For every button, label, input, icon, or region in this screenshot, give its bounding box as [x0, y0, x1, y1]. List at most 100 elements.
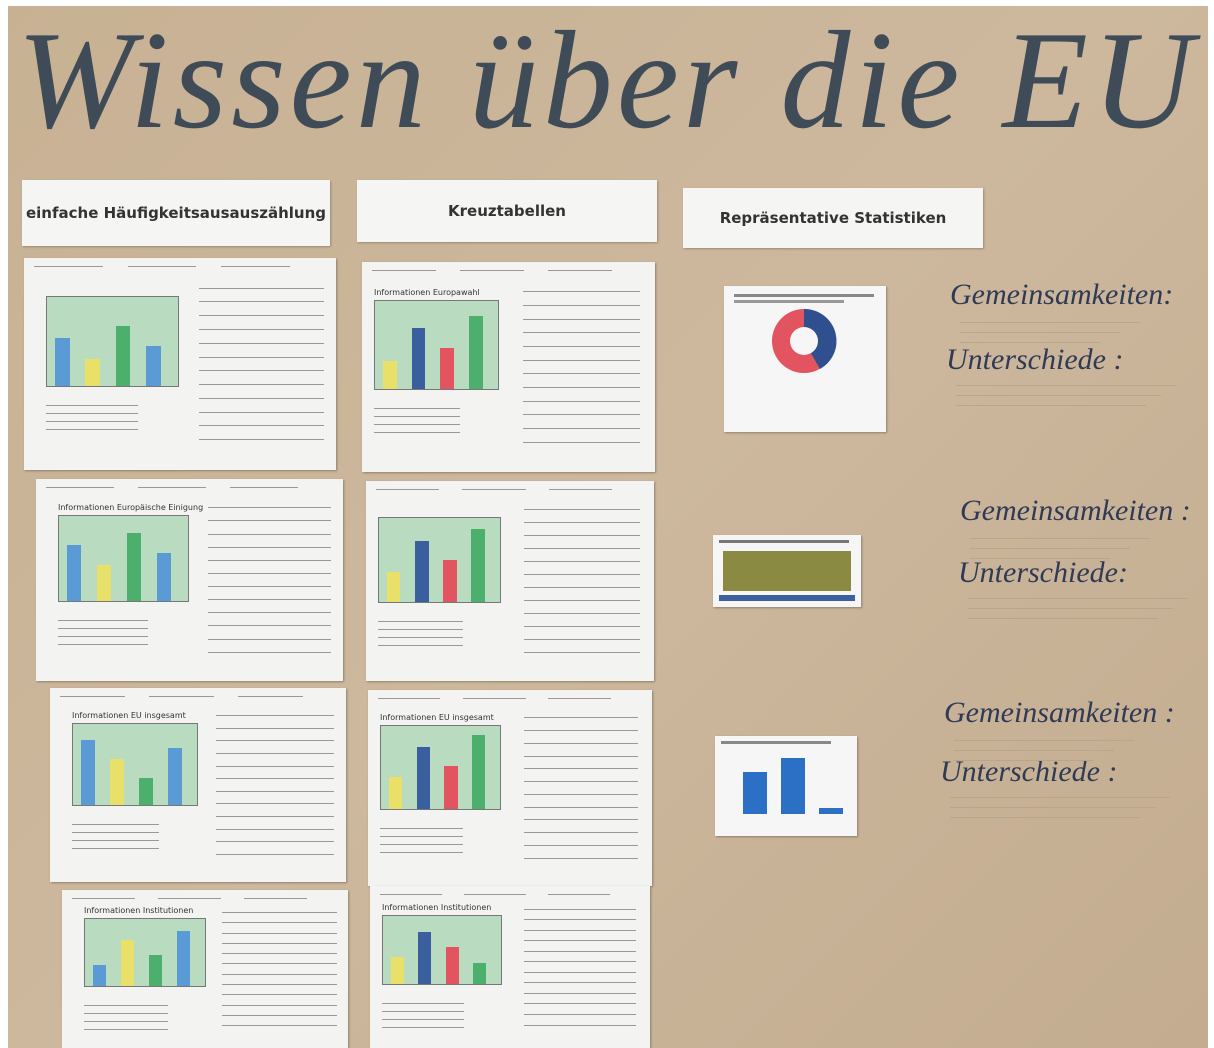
sheet: Informationen Europäische Einigung [36, 479, 343, 681]
table-line [378, 637, 463, 638]
table-line [84, 1013, 168, 1014]
sheet-chart [382, 915, 502, 985]
bar-graphic [418, 932, 431, 984]
scribble [968, 618, 1158, 619]
header-line [378, 698, 440, 699]
pie-graphic [724, 286, 886, 432]
handwriting-line [222, 963, 336, 964]
sheet: Informationen Institutionen [370, 886, 650, 1048]
header-line [72, 898, 135, 899]
handwriting-line [208, 652, 331, 653]
bar-graphic [389, 777, 402, 808]
handwriting-line [524, 781, 638, 782]
handwriting-line [524, 717, 638, 718]
handwriting-line [523, 332, 640, 333]
note-similarities: Gemeinsamkeiten: [950, 278, 1173, 312]
bar-graphic [97, 565, 111, 601]
handwriting-line [208, 599, 331, 600]
bar-graphic [446, 947, 459, 984]
handwriting-line [523, 291, 640, 292]
handwriting-line [523, 319, 640, 320]
handwriting-line [216, 715, 334, 716]
column-header: Kreuztabellen [357, 180, 657, 242]
note-differences: Unterschiede : [946, 343, 1123, 377]
bar-graphic [391, 957, 404, 984]
bar-graphic [472, 735, 485, 808]
bar-graphic [383, 361, 397, 389]
handwriting-line [524, 509, 639, 510]
note-similarities: Gemeinsamkeiten : [960, 494, 1191, 528]
scribble [950, 817, 1140, 818]
scribble [954, 760, 1094, 761]
handwriting-line [523, 414, 640, 415]
handwriting-line [523, 401, 640, 402]
handwriting-line [222, 1005, 336, 1006]
table-line [72, 824, 159, 825]
handwriting-line [199, 288, 324, 289]
table-line [58, 628, 148, 629]
bar-graphic [146, 346, 161, 386]
handwriting-line [524, 652, 639, 653]
handwriting-line [222, 1025, 336, 1026]
handwriting-line [524, 940, 636, 941]
bar-graphic [110, 759, 124, 805]
handwriting-line [523, 428, 640, 429]
sheet-title: Informationen Institutionen [84, 906, 193, 915]
handwriting-line [222, 953, 336, 954]
stat-card [724, 286, 886, 432]
header-line [460, 270, 524, 271]
handwriting-line [216, 728, 334, 729]
header-line [128, 266, 197, 267]
handwriting-line [523, 305, 640, 306]
handwriting-line [222, 974, 336, 975]
handwriting-line [208, 520, 331, 521]
stat-card [713, 535, 861, 607]
table-line [380, 844, 463, 845]
scribble [968, 608, 1173, 609]
handwriting-line [524, 832, 638, 833]
sheet-chart [374, 300, 499, 390]
table-line [378, 621, 463, 622]
handwriting-line [222, 933, 336, 934]
scribble [960, 342, 1100, 343]
scribble [968, 598, 1188, 599]
handwriting-line [208, 625, 331, 626]
handwriting-line [524, 587, 639, 588]
bar-graphic [415, 541, 428, 602]
handwriting-line [208, 507, 331, 508]
handwriting-line [524, 993, 636, 994]
handwriting-line [222, 912, 336, 913]
handwriting-line [199, 301, 324, 302]
table-line [58, 636, 148, 637]
handwriting-line [216, 753, 334, 754]
scribble [960, 332, 1120, 333]
table-line [46, 421, 138, 422]
bar-graphic [417, 747, 430, 809]
note-similarities: Gemeinsamkeiten : [944, 696, 1175, 730]
header-line [462, 489, 525, 490]
bar-graphic [412, 328, 426, 389]
bar-graphic [81, 740, 95, 805]
handwriting-line [524, 858, 638, 859]
handwriting-line [216, 803, 334, 804]
table-line [382, 1027, 464, 1028]
table-line [84, 1005, 168, 1006]
header-line [149, 696, 214, 697]
poster-title: Wissen über die EU [0, 0, 1214, 161]
handwriting-line [524, 535, 639, 536]
handwriting-line [523, 346, 640, 347]
handwriting-line [208, 639, 331, 640]
bar-graphic [168, 748, 182, 806]
handwriting-line [208, 612, 331, 613]
handwriting-line [222, 943, 336, 944]
sheet-chart [58, 515, 189, 602]
handwriting-line [208, 586, 331, 587]
bar-graphic [85, 359, 100, 387]
header-line [549, 489, 612, 490]
handwriting-line [524, 522, 639, 523]
header-line [372, 270, 436, 271]
table-line [378, 629, 463, 630]
sheet-title: Informationen Institutionen [382, 903, 491, 912]
table-line [72, 832, 159, 833]
handwriting-line [208, 534, 331, 535]
